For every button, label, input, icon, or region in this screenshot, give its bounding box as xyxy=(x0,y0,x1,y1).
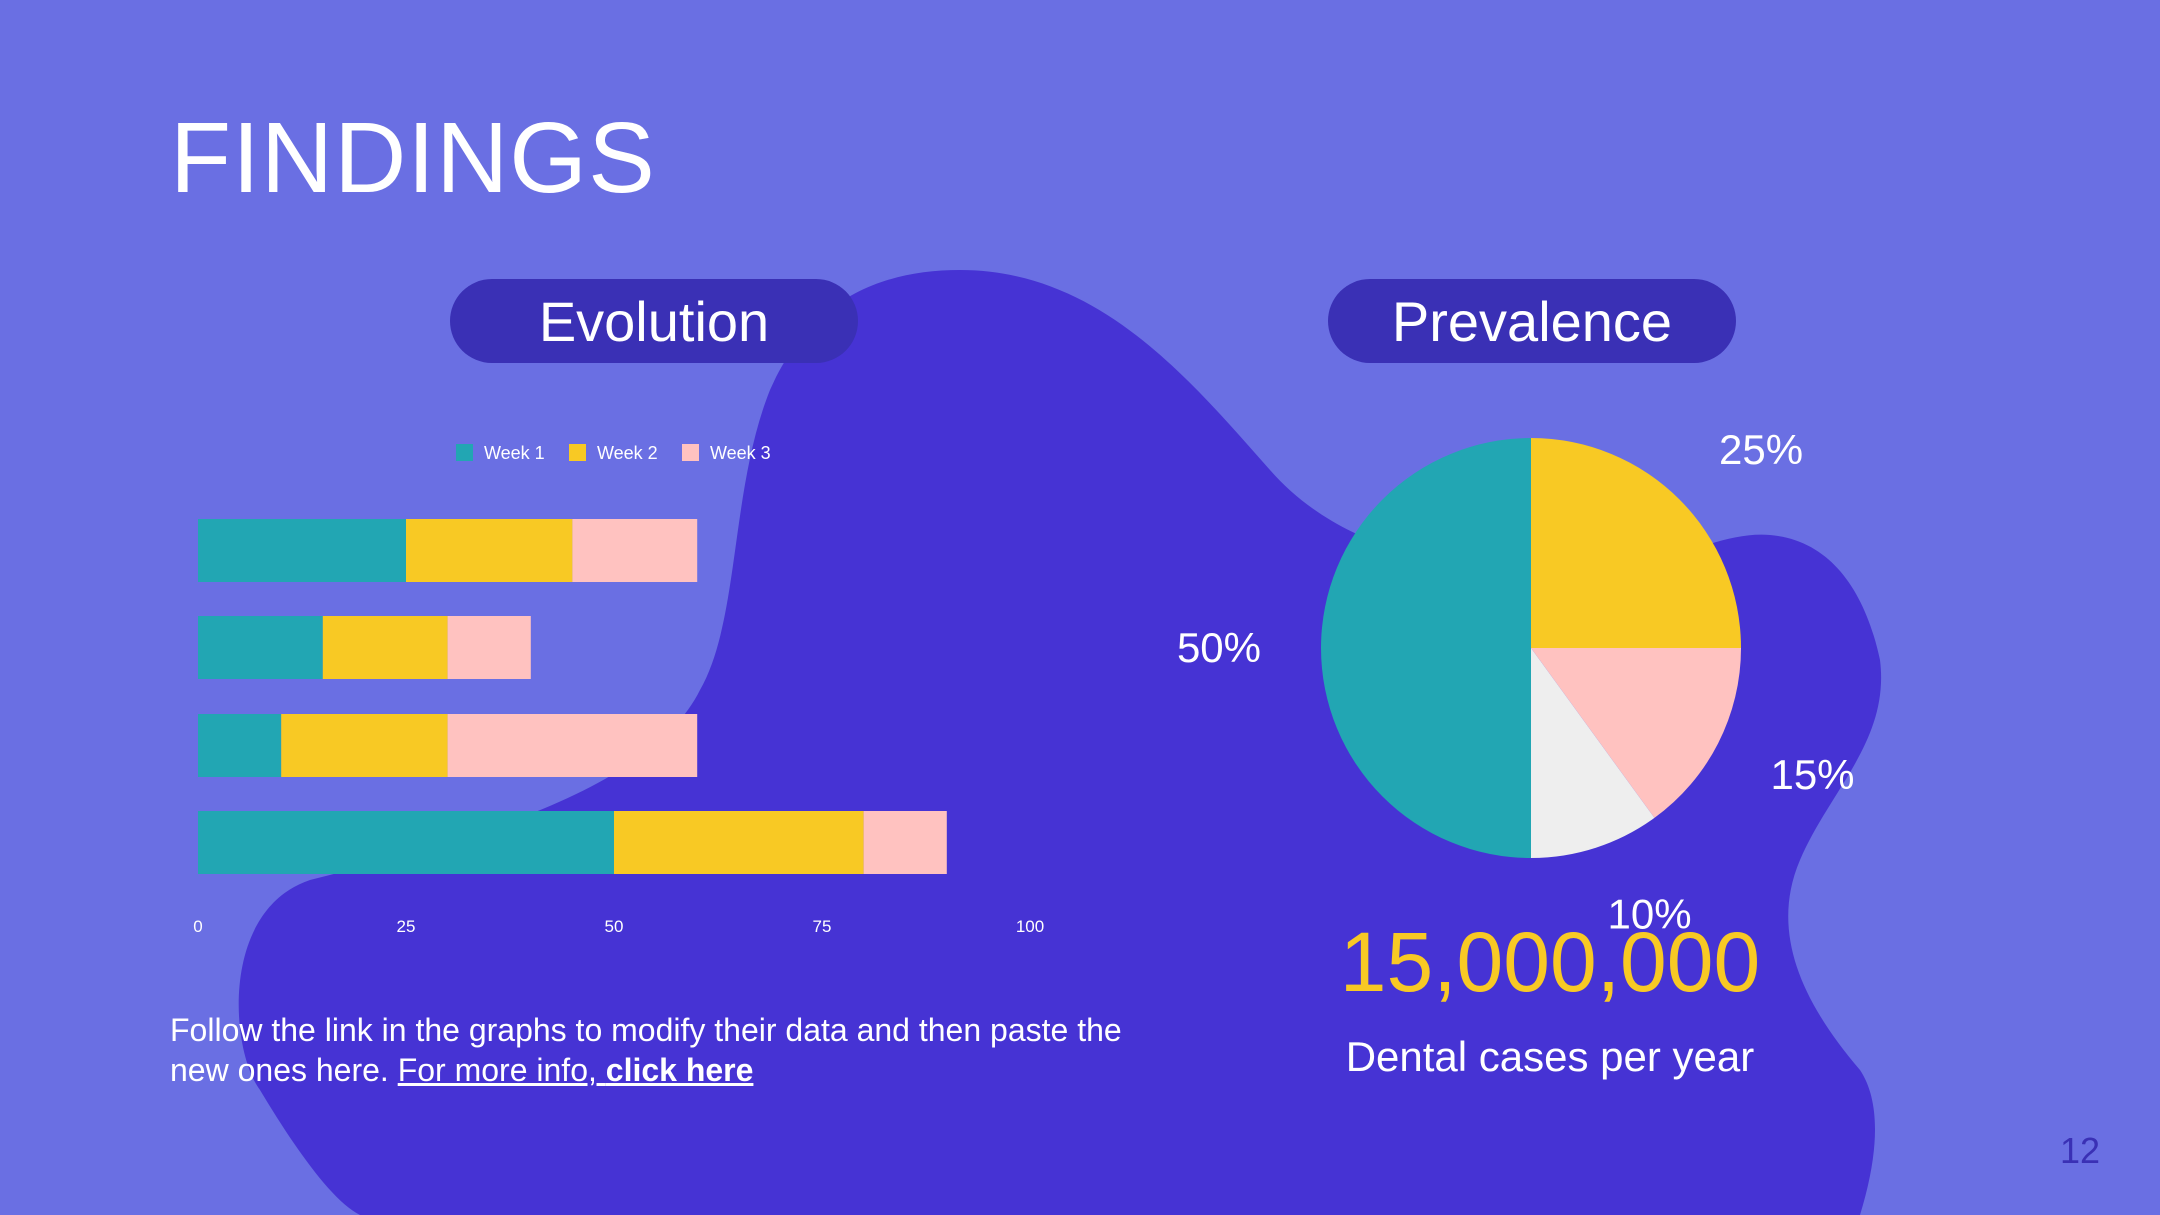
pie-label-1: 25% xyxy=(1719,426,1803,473)
legend-swatch-1 xyxy=(456,444,473,461)
footnote-text: Follow the link in the graphs to modify … xyxy=(170,1012,1122,1088)
pie-label-3: 10% xyxy=(1608,890,1692,937)
pie-slice-3 xyxy=(1531,648,1655,858)
x-tick-label: 50 xyxy=(605,917,624,936)
evolution-heading: Evolution xyxy=(450,279,858,363)
page-number: 12 xyxy=(2059,1130,2100,1171)
bar-segment-2-row-1 xyxy=(406,519,573,582)
bar-segment-1-row-3 xyxy=(198,714,282,777)
cases-caption: Dental cases per year xyxy=(1345,1033,1755,1080)
pie-label-4: 50% xyxy=(1177,624,1261,671)
bar-segment-1-row-4 xyxy=(198,811,614,874)
x-tick-label: 100 xyxy=(1016,917,1044,936)
legend-label-1: Week 1 xyxy=(484,443,545,463)
bar-segment-3-row-4 xyxy=(863,811,947,874)
pie-slice-2 xyxy=(1531,648,1741,818)
bar-segment-3-row-2 xyxy=(447,616,531,679)
legend-swatch-2 xyxy=(569,444,586,461)
bar-segment-2-row-4 xyxy=(614,811,864,874)
legend-label-2: Week 2 xyxy=(597,443,658,463)
more-info-link-prefix: For more info, xyxy=(397,1052,606,1088)
bar-segment-3-row-1 xyxy=(572,519,698,582)
pie-slice-1 xyxy=(1531,438,1741,648)
click-here-link-text: click here xyxy=(605,1052,754,1088)
pie-label-2: 15% xyxy=(1770,751,1854,798)
legend-label-3: Week 3 xyxy=(710,443,771,463)
x-tick-label: 0 xyxy=(193,917,202,936)
prevalence-heading: Prevalence xyxy=(1328,279,1736,363)
bar-segment-1-row-1 xyxy=(198,519,406,582)
bar-segment-1-row-2 xyxy=(198,616,323,679)
cases-count: 15,000,000 xyxy=(1339,915,1761,1009)
legend-swatch-3 xyxy=(682,444,699,461)
bar-segment-2-row-2 xyxy=(322,616,448,679)
bar-segment-3-row-3 xyxy=(447,714,698,777)
prevalence-heading-label: Prevalence xyxy=(1391,289,1673,353)
bar-segment-2-row-3 xyxy=(281,714,448,777)
pie-slice-4 xyxy=(1321,438,1531,858)
x-tick-label: 25 xyxy=(397,917,416,936)
more-info-link[interactable]: For more info, click here xyxy=(398,1052,754,1088)
slide-title: FINDINGS xyxy=(170,102,656,214)
x-tick-label: 75 xyxy=(813,917,832,936)
footnote: Follow the link in the graphs to modify … xyxy=(170,1010,1130,1090)
evolution-heading-label: Evolution xyxy=(538,289,770,353)
